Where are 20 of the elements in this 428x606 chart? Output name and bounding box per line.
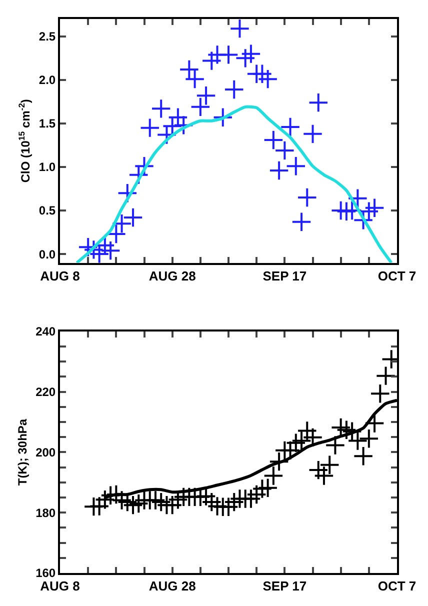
x-tick-label: AUG 28 <box>148 268 196 284</box>
y-tick-label: 240 <box>36 324 56 339</box>
y-tick-label: 1.5 <box>38 116 56 131</box>
x-tick-label: OCT 7 <box>378 578 416 594</box>
y-tick-label: 2.0 <box>38 73 56 88</box>
y-tick-label: 1.0 <box>38 160 56 174</box>
y-tick-label: 200 <box>36 445 56 460</box>
y-tick-label: 0.0 <box>38 247 56 262</box>
x-tick-label: AUG 8 <box>40 578 80 594</box>
x-tick-label: OCT 7 <box>378 268 416 284</box>
y-tick-label: 160 <box>36 566 56 580</box>
x-tick-label: AUG 8 <box>40 268 80 284</box>
x-tick-label: SEP 17 <box>262 268 307 284</box>
y-tick-label: 180 <box>36 506 56 520</box>
x-tick-label: AUG 28 <box>148 578 196 594</box>
y-axis-title: T(K); 30hPa <box>15 418 30 486</box>
y-tick-label: 2.5 <box>38 30 56 44</box>
x-tick-label: SEP 17 <box>262 578 307 594</box>
y-tick-label: 220 <box>36 385 56 400</box>
y-tick-label: 0.5 <box>38 204 56 218</box>
